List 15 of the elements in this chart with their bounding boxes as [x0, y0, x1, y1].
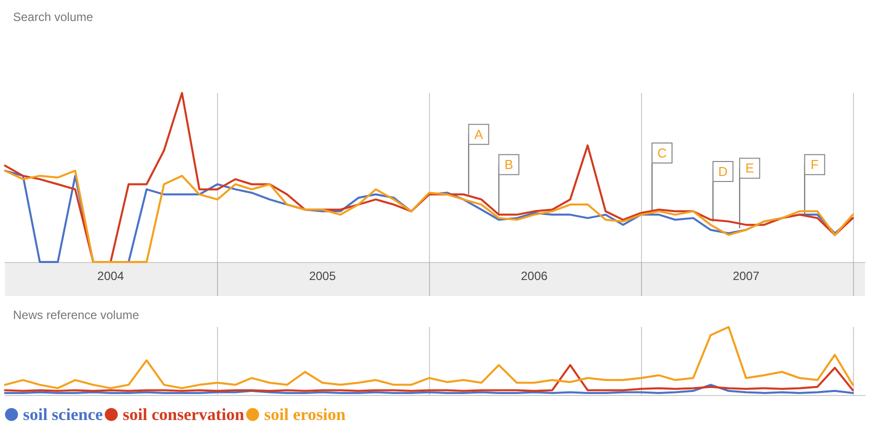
x-tick-label: 2005: [309, 269, 336, 283]
annotation: B: [504, 157, 514, 172]
annotation: E: [745, 160, 754, 176]
annotation: A: [474, 126, 484, 142]
chart-title: Search volume: [13, 10, 94, 24]
annotation: F: [810, 157, 819, 172]
x-tick-label: 2007: [732, 269, 760, 283]
legend-label: soil conservation: [122, 405, 245, 424]
chart-title: News reference volume: [13, 308, 140, 322]
legend-label: soil science: [23, 405, 104, 424]
annotation: C: [657, 145, 667, 160]
annotation: D: [718, 164, 728, 179]
legend-label: soil erosion: [264, 405, 346, 424]
x-tick-label: 2006: [520, 269, 548, 283]
x-tick-label: 2004: [97, 269, 124, 283]
